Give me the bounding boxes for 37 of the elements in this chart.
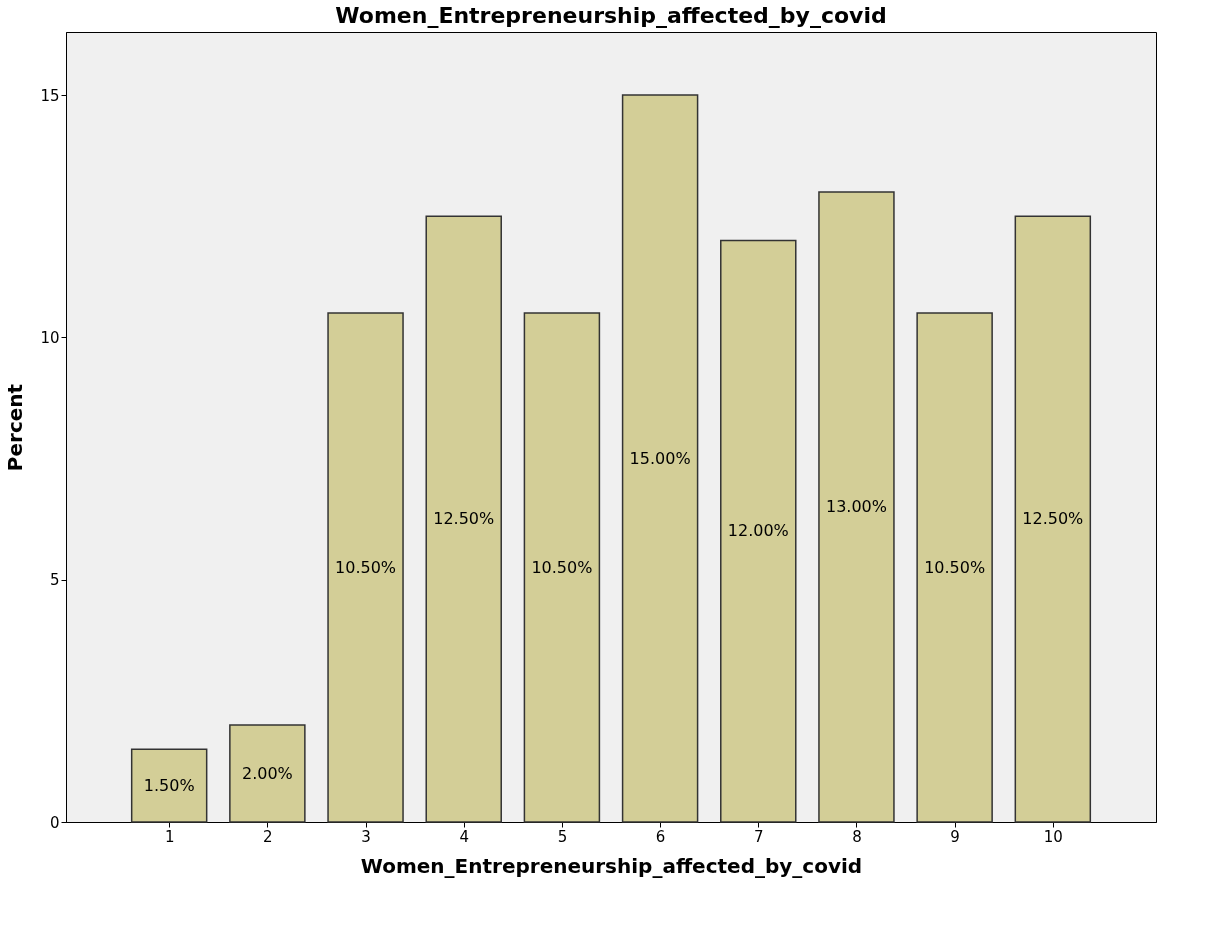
y-tick-label: 0 (49, 813, 60, 832)
x-tick-label: 9 (950, 827, 960, 846)
data-label: 15.00% (629, 448, 691, 468)
chart-title: Women_Entrepreneurship_affected_by_covid (335, 3, 887, 28)
bar (916, 312, 993, 823)
data-label: 12.50% (433, 509, 495, 529)
bar (130, 748, 208, 823)
bar (1014, 215, 1092, 823)
data-label: 12.50% (1022, 509, 1084, 529)
bar (720, 239, 797, 823)
bar (327, 312, 404, 823)
y-tick-label: 5 (49, 571, 60, 590)
x-tick-label: 10 (1043, 827, 1063, 846)
data-label: 10.50% (531, 557, 593, 577)
x-axis-title: Women_Entrepreneurship_affected_by_covid (360, 853, 863, 878)
x-tick-label: 4 (459, 827, 469, 846)
y-tick-label: 15 (40, 86, 60, 105)
x-tick-label: 6 (655, 827, 666, 846)
bar (425, 215, 502, 823)
bar (621, 94, 699, 823)
data-label: 12.00% (727, 521, 789, 541)
bar (229, 724, 306, 823)
data-label: 1.50% (143, 775, 195, 795)
x-tick-label: 3 (361, 827, 371, 846)
x-tick-label: 1 (164, 827, 175, 846)
x-tick-label: 7 (754, 827, 764, 846)
x-tick-label: 8 (852, 827, 862, 846)
data-label: 10.50% (335, 557, 397, 577)
bar (523, 312, 601, 823)
data-label: 2.00% (241, 763, 293, 783)
data-label: 10.50% (924, 557, 986, 577)
x-tick-label: 2 (263, 827, 273, 846)
data-label: 13.00% (825, 496, 887, 516)
x-tick-label: 5 (557, 827, 568, 846)
y-axis-title: Percent (3, 383, 28, 472)
bar (818, 191, 895, 823)
y-tick-label: 10 (40, 328, 60, 347)
